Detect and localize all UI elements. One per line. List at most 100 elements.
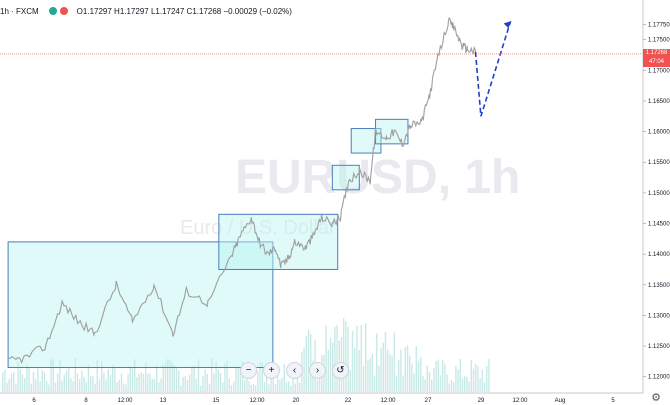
volume-bar bbox=[52, 358, 54, 392]
time-axis[interactable]: 6 8 12:00 13 15 12:00 20 22 12:00 27 29 12:00 Aug 5 bbox=[32, 398, 615, 404]
volume-bar bbox=[376, 333, 378, 392]
volume-bar bbox=[486, 366, 488, 392]
volume-bar bbox=[279, 379, 281, 392]
volume-bar bbox=[68, 367, 70, 392]
volume-bar bbox=[479, 378, 481, 392]
volume-bar bbox=[112, 364, 114, 392]
volume-bar bbox=[448, 383, 450, 392]
projection-path[interactable] bbox=[474, 21, 512, 117]
range-box[interactable] bbox=[7, 241, 274, 368]
scroll-right-button[interactable]: › bbox=[309, 362, 326, 379]
volume-bar bbox=[145, 362, 147, 392]
scroll-left-button[interactable]: ‹ bbox=[286, 362, 303, 379]
volume-bar bbox=[329, 337, 332, 392]
volume-bar bbox=[290, 385, 292, 392]
price-line bbox=[8, 17, 477, 365]
volume-bar bbox=[224, 363, 226, 392]
volume-bar bbox=[50, 359, 52, 392]
alert-dot bbox=[59, 7, 68, 15]
volume-bar bbox=[450, 380, 453, 392]
volume-bar bbox=[270, 378, 272, 392]
volume-bar bbox=[257, 370, 259, 392]
volume-bar bbox=[307, 330, 310, 392]
y-tick-label: 1.16500 bbox=[648, 99, 670, 105]
volume-bar bbox=[391, 355, 393, 392]
volume-bar bbox=[250, 384, 252, 392]
y-tick-label: 1.17500 bbox=[648, 38, 670, 44]
x-tick-label: 12:00 bbox=[512, 398, 528, 404]
volume-bar bbox=[477, 366, 479, 392]
volume-bar bbox=[222, 382, 224, 392]
volume-bar bbox=[393, 332, 395, 392]
volume-bar bbox=[8, 379, 10, 392]
volume-bar bbox=[169, 360, 171, 392]
volume-bar bbox=[327, 350, 329, 392]
settings-gear-icon[interactable]: ⚙ bbox=[651, 392, 661, 404]
volume-bar bbox=[378, 365, 380, 392]
volume-bar bbox=[2, 372, 4, 392]
volume-bar bbox=[85, 381, 87, 392]
volume-bar bbox=[59, 359, 61, 392]
y-tick-label: 1.14500 bbox=[648, 222, 670, 228]
volume-bar bbox=[334, 326, 336, 392]
volume-bar bbox=[464, 376, 466, 392]
range-boxes[interactable] bbox=[7, 118, 409, 368]
volume-bar bbox=[204, 369, 206, 392]
volume-bar bbox=[285, 382, 288, 392]
symbol-label[interactable]: 1h · FXCM bbox=[0, 6, 39, 16]
volume-bar bbox=[217, 369, 219, 392]
volume-bar bbox=[171, 361, 173, 392]
volume-bar bbox=[288, 381, 290, 392]
volume-bar bbox=[296, 374, 299, 392]
volume-bar bbox=[74, 358, 76, 392]
zoom-in-button[interactable]: + bbox=[263, 362, 280, 379]
range-box[interactable] bbox=[218, 213, 339, 270]
volume-bar bbox=[398, 359, 400, 392]
volume-bar bbox=[239, 367, 241, 392]
volume-bar bbox=[461, 378, 464, 392]
volume-bar bbox=[365, 323, 367, 392]
volume-bar bbox=[118, 379, 120, 392]
volume-bar bbox=[255, 385, 257, 392]
range-box[interactable] bbox=[331, 164, 360, 191]
volume-bar bbox=[266, 372, 268, 392]
volume-bar bbox=[101, 361, 103, 392]
volume-bar bbox=[107, 369, 109, 392]
volume-bar bbox=[360, 325, 362, 392]
volume-bar bbox=[325, 325, 327, 392]
volume-bar bbox=[215, 361, 217, 392]
volume-bar bbox=[237, 366, 239, 392]
x-tick-label: 6 bbox=[32, 398, 36, 404]
volume-bar bbox=[349, 369, 351, 392]
volume-bar bbox=[195, 378, 197, 392]
x-tick-label: 20 bbox=[293, 398, 300, 404]
volume-bar bbox=[17, 361, 19, 392]
volume-bar bbox=[120, 373, 123, 392]
chart-navigation: − + ‹ › ↺ bbox=[240, 362, 349, 379]
reset-button[interactable]: ↺ bbox=[332, 362, 349, 379]
x-tick-label: 12:00 bbox=[380, 398, 396, 404]
volume-bar bbox=[402, 375, 404, 392]
volume-bar bbox=[98, 379, 101, 392]
volume-bar bbox=[226, 360, 228, 392]
price-axis[interactable]: 1.17750 1.17500 1.17000 1.16500 1.16000 1.155… bbox=[643, 22, 670, 381]
y-tick-label: 1.15500 bbox=[648, 160, 670, 166]
volume-bar bbox=[367, 359, 369, 392]
volume-bar bbox=[46, 381, 48, 392]
y-tick-label: 1.17000 bbox=[648, 68, 670, 74]
volume-bar bbox=[411, 363, 413, 392]
volume-bar bbox=[63, 374, 65, 392]
volume-bar bbox=[83, 376, 85, 392]
zoom-out-button[interactable]: − bbox=[240, 362, 257, 379]
volume-bar bbox=[277, 376, 279, 392]
volume-bar bbox=[182, 376, 184, 392]
symbol-legend: 1h · FXCM O1.17297 H1.17297 L1.17247 C1.… bbox=[0, 3, 292, 19]
volume-bar bbox=[400, 349, 402, 392]
volume-bar bbox=[305, 336, 307, 392]
volume-bar bbox=[90, 376, 92, 392]
volume-bar bbox=[417, 360, 420, 392]
y-tick-label: 1.13500 bbox=[648, 283, 670, 289]
projection-arrow-head bbox=[503, 21, 511, 29]
volume-bar bbox=[178, 370, 180, 392]
